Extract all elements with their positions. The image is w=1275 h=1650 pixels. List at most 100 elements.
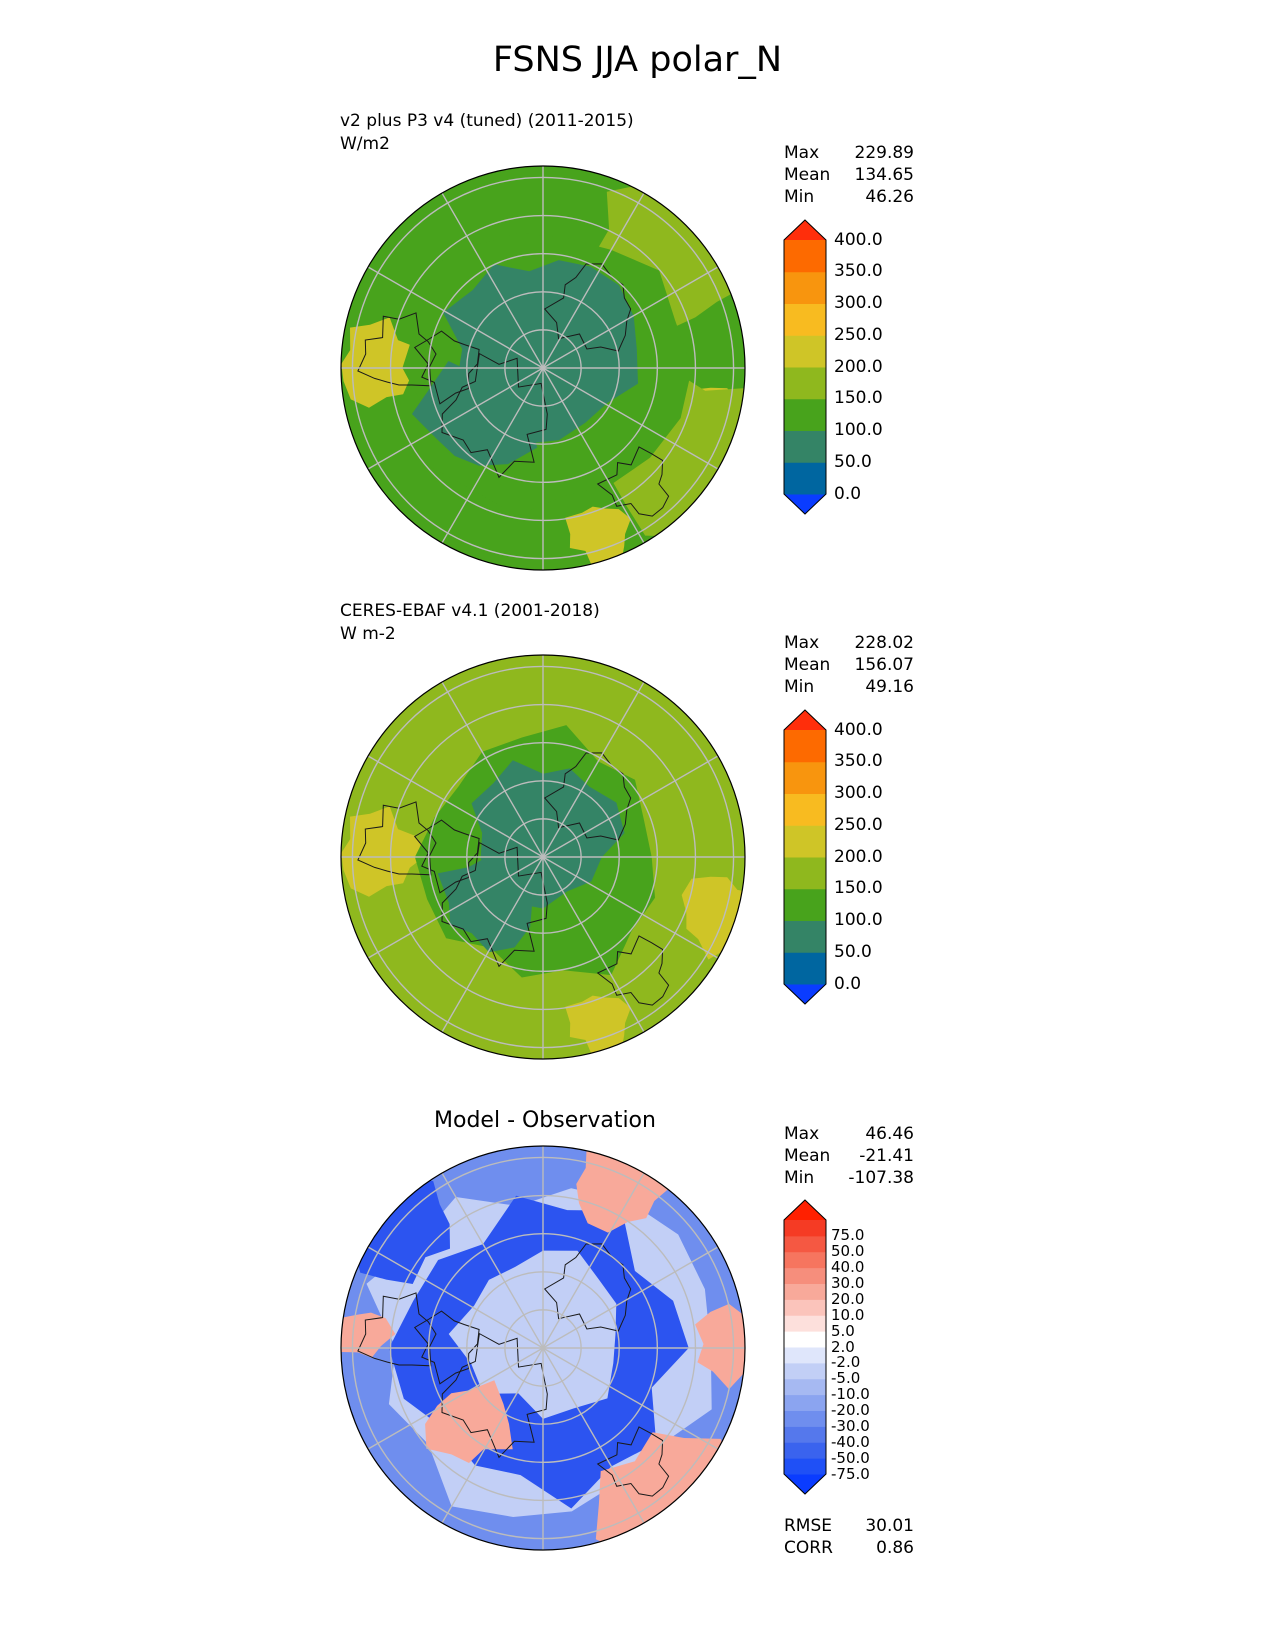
meridian-line xyxy=(441,192,645,544)
stat-min-label: Min xyxy=(784,1168,815,1188)
colorbar-segment xyxy=(784,761,826,794)
colorbar-segment xyxy=(784,1283,826,1300)
colorbar-segment xyxy=(784,1394,826,1411)
colorbar-tick-label: 150.0 xyxy=(834,388,883,409)
stat-max-value: 228.02 xyxy=(854,633,914,653)
stat-mean-value: -21.41 xyxy=(859,1146,914,1166)
difference-polar-map xyxy=(340,1145,746,1551)
coastline-europe xyxy=(596,935,670,1006)
graticule xyxy=(341,166,745,570)
colorbar-segment xyxy=(784,1426,826,1443)
colorbar-segment xyxy=(784,1378,826,1396)
colorbar-segment xyxy=(784,1267,826,1284)
colorbar-tick-label: 100.0 xyxy=(834,420,883,440)
colorbar-segment xyxy=(784,1220,826,1237)
coastline-europe xyxy=(596,446,670,517)
meridian-line xyxy=(441,681,645,1033)
colorbar-tick-label: 10.0 xyxy=(831,1305,865,1324)
panel-1-polar-map xyxy=(340,165,746,571)
colorbar-tick-label: 20.0 xyxy=(831,1289,865,1308)
colorbar-tick-label: -20.0 xyxy=(831,1401,870,1419)
colorbar-segment xyxy=(784,1235,826,1253)
colorbar-tick-label: 2.0 xyxy=(831,1337,855,1356)
colorbar-segment xyxy=(784,1362,826,1380)
colorbar-tick-label: -30.0 xyxy=(831,1416,870,1435)
colorbar-outline xyxy=(783,709,827,1005)
map-boundary xyxy=(340,1145,746,1551)
colorbar-segment xyxy=(784,857,826,890)
colorbar-tick-label: 250.0 xyxy=(834,324,883,345)
colorbar-tick-label: 0.0 xyxy=(834,973,862,994)
colorbar-extend-low xyxy=(784,494,826,514)
colorbar-outline xyxy=(783,1199,827,1495)
panel-2-label: CERES-EBAF v4.1 (2001-2018) xyxy=(340,601,600,621)
meridian-line xyxy=(441,1172,645,1524)
field-band-low xyxy=(411,361,538,466)
colorbar-extend-high xyxy=(784,220,826,240)
coastline-canada xyxy=(357,312,437,387)
colorbar-tick-label: 40.0 xyxy=(831,1258,865,1277)
coastline-canada xyxy=(357,1292,437,1367)
corr-value: 0.86 xyxy=(876,1538,914,1558)
stat-mean-label: Mean xyxy=(784,655,831,675)
stat-mean-value: 134.65 xyxy=(854,165,914,185)
panel-1-units: W/m2 xyxy=(340,134,390,154)
field-band-edge xyxy=(341,317,430,408)
colorbar-tick-label: 50.0 xyxy=(834,451,872,472)
colorbar-tick-label: 0.0 xyxy=(834,483,862,504)
colorbar-extend-high xyxy=(784,710,826,730)
colorbar-segment xyxy=(784,1299,826,1316)
stat-max-value: 46.46 xyxy=(865,1124,914,1144)
colorbar-segment xyxy=(784,1315,826,1332)
colorbar-segment xyxy=(784,888,826,921)
coastline-europe xyxy=(596,1426,670,1497)
graticule xyxy=(341,1146,745,1550)
coastline-greenland xyxy=(441,352,548,479)
difference-colorbar xyxy=(783,1199,827,1495)
colorbar-tick-label: -75.0 xyxy=(831,1464,870,1483)
difference-metrics: RMSE 30.01 CORR 0.86 xyxy=(784,1515,914,1559)
map-boundary xyxy=(340,165,746,571)
colorbar-segment xyxy=(784,1251,826,1269)
colorbar-tick-label: 400.0 xyxy=(834,229,883,250)
colorbar-segment xyxy=(784,240,826,273)
diff-band-pos xyxy=(425,1380,513,1463)
map-field-layer xyxy=(341,166,745,570)
stat-min-value: -107.38 xyxy=(848,1168,914,1188)
stat-mean-label: Mean xyxy=(784,165,831,185)
coastline-greenland xyxy=(441,841,548,968)
stat-min-label: Min xyxy=(784,677,815,697)
field-band-edge xyxy=(565,995,631,1055)
panel-1-label: v2 plus P3 v4 (tuned) (2011-2015) xyxy=(340,111,634,131)
map-boundary xyxy=(340,654,746,1060)
stat-min-label: Min xyxy=(784,187,815,207)
coastline-canada xyxy=(357,801,437,876)
colorbar-tick-label: 50.0 xyxy=(834,941,872,962)
difference-panel-title: Model - Observation xyxy=(434,1108,656,1133)
colorbar-segment xyxy=(784,367,826,400)
colorbar-tick-label: 150.0 xyxy=(834,878,883,899)
colorbar-segment xyxy=(784,430,826,463)
colorbar-tick-label: -5.0 xyxy=(831,1369,861,1388)
colorbar-segment xyxy=(784,920,826,953)
map-field-layer xyxy=(341,655,745,1059)
colorbar-segment xyxy=(784,271,826,304)
coastline-greenland xyxy=(441,1332,548,1459)
panel-2-stats: Max 228.02 Mean 156.07 Min 49.16 xyxy=(784,632,914,698)
colorbar-segment xyxy=(784,825,826,858)
colorbar-segment xyxy=(784,303,826,336)
field-band-edge xyxy=(341,806,430,897)
colorbar-tick-label: -40.0 xyxy=(831,1432,870,1451)
field-band-low xyxy=(471,760,625,909)
colorbar-extend-low xyxy=(784,1474,826,1494)
panel-2-units: W m-2 xyxy=(340,624,396,644)
colorbar-outline xyxy=(783,219,827,515)
graticule xyxy=(341,655,745,1059)
colorbar-segment xyxy=(784,1458,826,1475)
colorbar-tick-label: -50.0 xyxy=(831,1448,870,1467)
colorbar-tick-label: 200.0 xyxy=(834,846,883,867)
stat-min-value: 46.26 xyxy=(865,187,914,207)
colorbar-tick-label: -2.0 xyxy=(831,1353,861,1372)
colorbar-segment xyxy=(784,1442,826,1459)
map-field-layer xyxy=(341,1146,745,1550)
